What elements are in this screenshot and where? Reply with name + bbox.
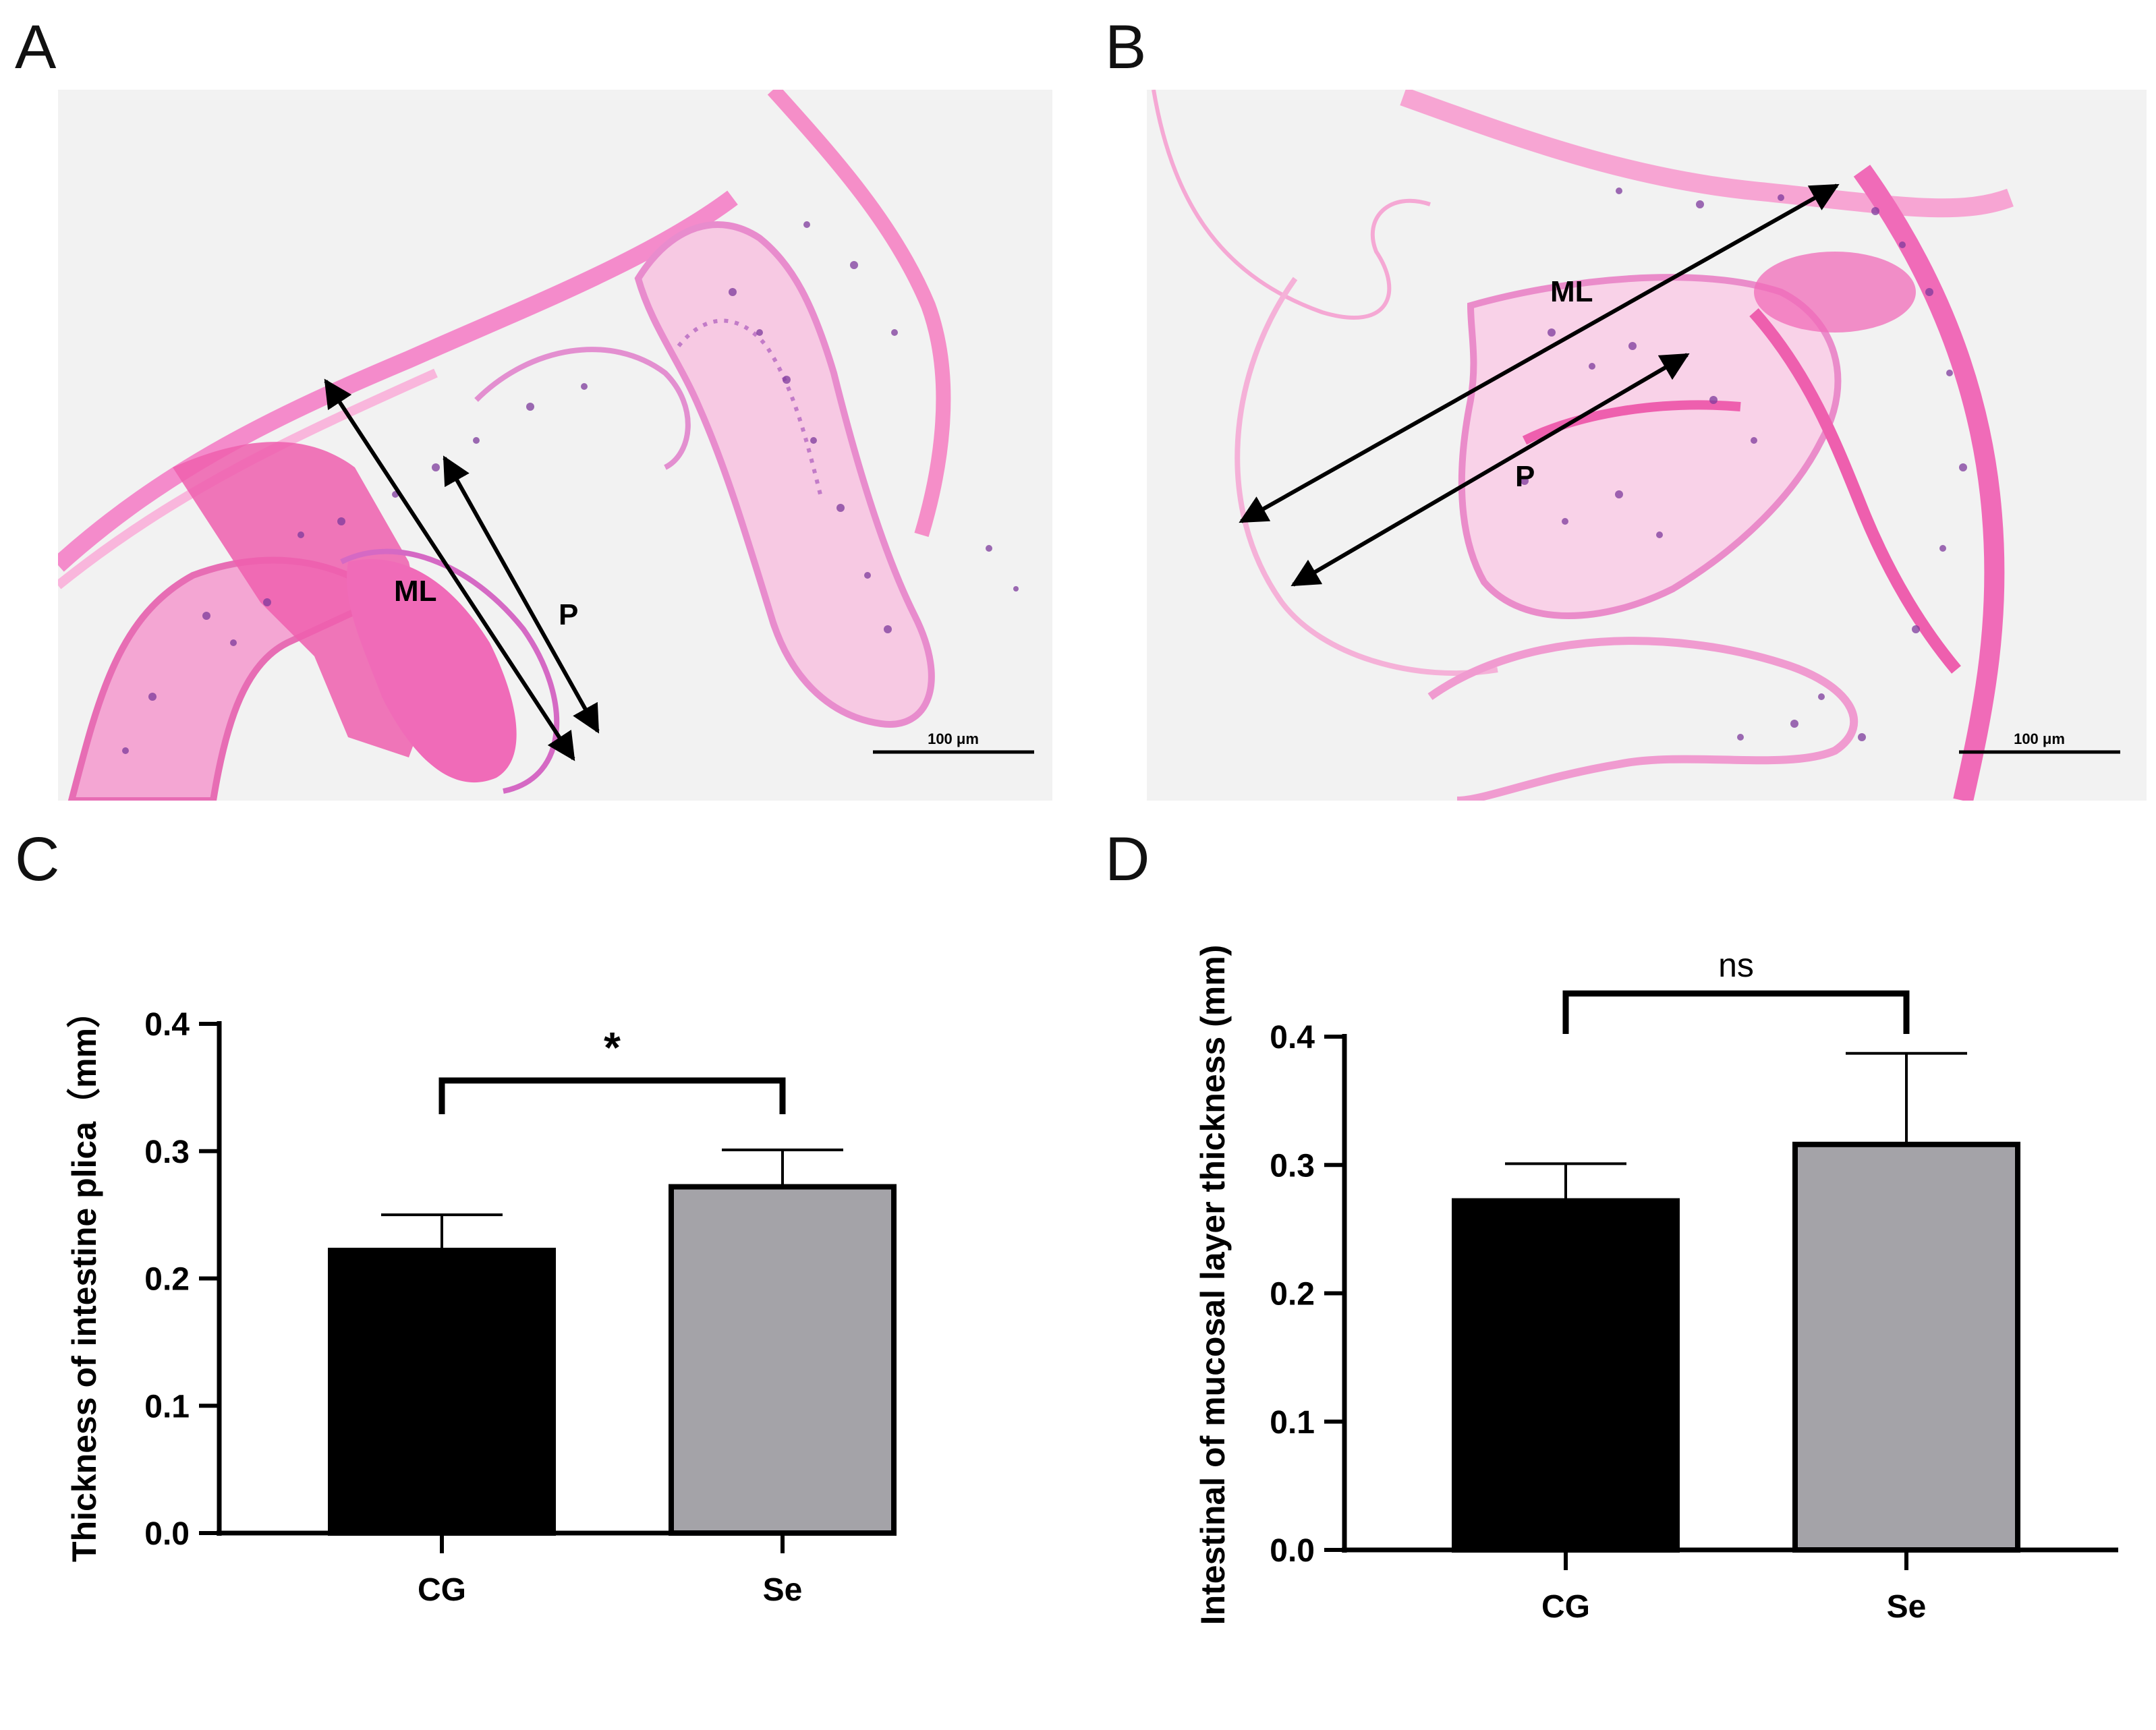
chart-c-ytick-label-3: 0.3 (144, 1134, 190, 1170)
chart-c-ytick-label-4: 0.4 (144, 1007, 190, 1043)
panel-label-d: D (1105, 825, 1150, 894)
chart-d-ytick-label-2: 0.2 (1270, 1277, 1315, 1313)
micrograph-b-label-ml: ML (1550, 275, 1593, 308)
micrograph-b-scale-label: 100 μm (2014, 730, 2065, 747)
chart-c-significance-label: * (604, 1023, 621, 1072)
chart-c-xtick-label-se: Se (763, 1572, 803, 1608)
chart-c-ytick-label-2: 0.2 (144, 1262, 190, 1298)
micrograph-b-image: ML P 100 μm (1147, 90, 2147, 801)
chart-d-bar-se (1792, 1141, 2020, 1553)
chart-d-significance-bracket (1562, 990, 1910, 1034)
micrograph-a-label-p: P (559, 598, 578, 631)
chart-d-ytick-label-1: 0.1 (1270, 1405, 1315, 1441)
chart-c-xtick-label-cg: CG (418, 1572, 466, 1608)
panel-label-a: A (15, 13, 57, 82)
micrograph-a: ML P 100 μm (58, 90, 1052, 801)
chart-d-ytick-label-3: 0.3 (1270, 1148, 1315, 1184)
chart-c-bar-se (669, 1184, 897, 1536)
chart-d-xtick-label-cg: CG (1541, 1589, 1590, 1625)
micrograph-a-label-ml: ML (394, 575, 437, 608)
chart-c-bar-cg (328, 1247, 556, 1536)
chart-c-significance-bracket (438, 1077, 786, 1114)
chart-d-xtick-label-se: Se (1887, 1589, 1927, 1625)
micrograph-b: ML P 100 μm (1147, 90, 2147, 801)
chart-d-y-axis-label: Intestinal of mucosal layer thickness (m… (1194, 945, 1232, 1625)
chart-d-significance-label: ns (1718, 946, 1754, 984)
micrograph-a-scale-label: 100 μm (928, 730, 979, 747)
panel-label-c: C (15, 825, 60, 894)
panel-label-b: B (1105, 13, 1147, 82)
micrograph-b-label-p: P (1515, 460, 1535, 493)
chart-c-y-axis-label: Thickness of intestine plica（mm） (65, 994, 103, 1562)
micrograph-a-image: ML P 100 μm (58, 90, 1052, 801)
chart-d-ytick-label-0: 0.0 (1270, 1533, 1315, 1569)
chart-c-ytick-label-1: 0.1 (144, 1389, 190, 1424)
chart-c-ytick-label-0: 0.0 (144, 1516, 190, 1552)
chart-d-ytick-label-4: 0.4 (1270, 1020, 1315, 1056)
chart-d-bar-cg (1452, 1198, 1680, 1553)
